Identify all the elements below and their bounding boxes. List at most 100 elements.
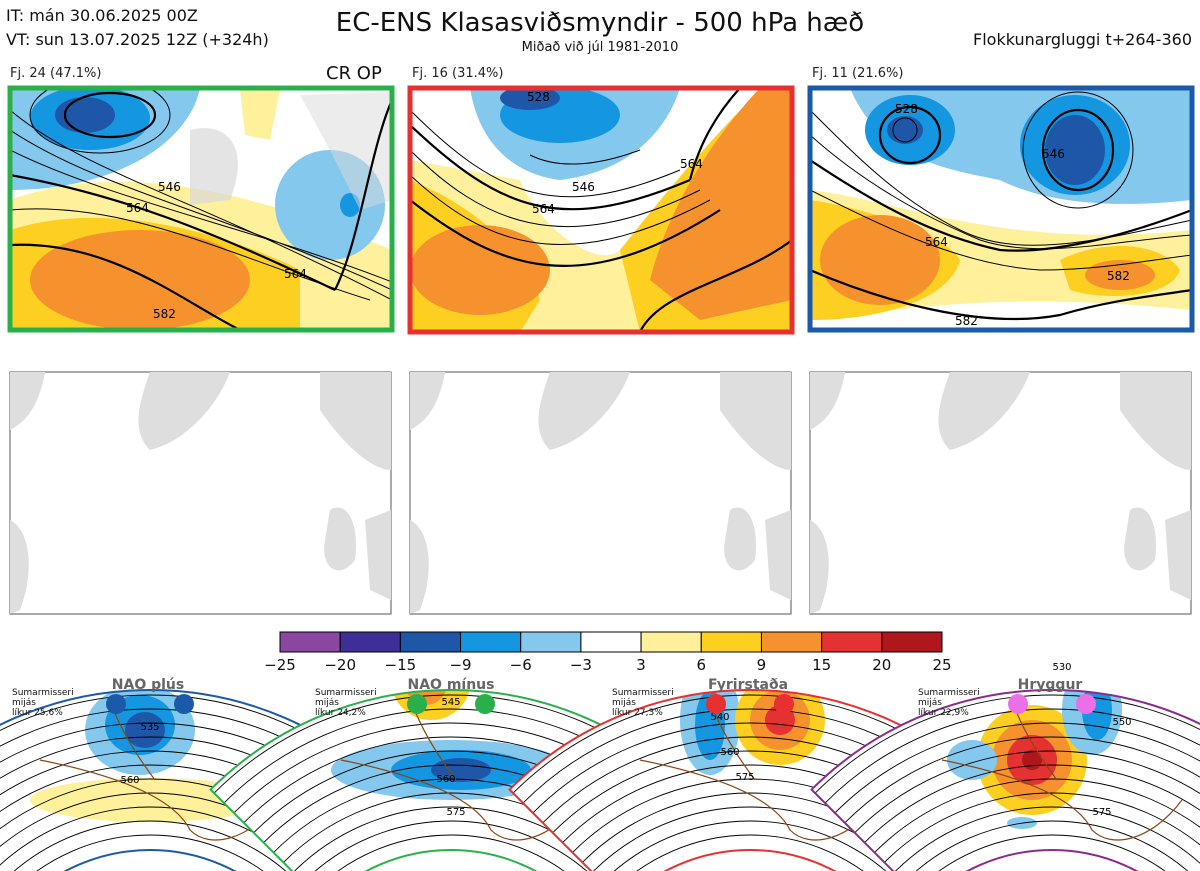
regime-contour-label: 545 [441, 697, 460, 708]
regime-4-info: Sumarmisseri mijás líkur 22,9% [918, 688, 980, 718]
cluster-2-map: 528 546 564 564 [410, 88, 792, 332]
cluster-1-contour-label: 582 [153, 307, 176, 321]
cluster-2-contour-label: 564 [532, 202, 555, 216]
cluster-2-contour-label: 546 [572, 180, 595, 194]
colorbar-swatch [399, 631, 462, 653]
page-subtitle: Miðað við júl 1981-2010 [521, 40, 679, 55]
regime-period: mijás [12, 698, 36, 708]
height-contour [874, 778, 1200, 853]
anomaly-patch [431, 758, 491, 782]
page-title: EC-ENS Klasasviðsmyndir - 500 hPa hæð [335, 8, 865, 38]
colorbar-tick-label: −9 [449, 656, 472, 674]
header-info: IT: mán 30.06.2025 00Z VT: sun 13.07.202… [6, 4, 269, 52]
cluster-3-contour-label: 582 [1107, 269, 1130, 283]
colorbar-swatch [760, 631, 823, 653]
height-contour [864, 764, 1200, 843]
coastline [941, 759, 1183, 841]
height-contour [913, 834, 1191, 871]
regime-dot [174, 694, 194, 714]
height-contour [903, 820, 1200, 871]
colorbar-swatch [279, 631, 341, 653]
height-contour [601, 820, 899, 871]
regime-dot [1076, 694, 1096, 714]
regime-contour-label: 575 [735, 772, 754, 783]
cluster-1-map: 546 564 564 582 [10, 88, 392, 330]
colorbar-swatch [881, 631, 943, 653]
regime-3-info: Sumarmisseri mijás líkur 27,3% [612, 688, 674, 718]
regime-contour-label: 535 [140, 722, 159, 733]
colorbar-tick-label: 25 [932, 656, 952, 674]
regime-season: Sumarmisseri [612, 688, 674, 698]
regime-dot [706, 694, 726, 714]
cluster-3-contour-label: 546 [1042, 147, 1065, 161]
cluster-2-frame [407, 85, 795, 335]
colorbar-swatch [640, 631, 702, 653]
regime-season: Sumarmisseri [315, 688, 377, 698]
cluster-1-label: Fj. 24 (47.1%) [10, 66, 102, 81]
regime-contour-label: 575 [1092, 807, 1111, 818]
regime-dot [475, 694, 495, 714]
cluster-3-frame [807, 85, 1195, 333]
regime-probability: líkur 24,2% [315, 708, 366, 718]
regime-probability: líkur 22,9% [918, 708, 969, 718]
regime-period: mijás [612, 698, 636, 708]
height-contour [834, 722, 1200, 814]
regime-4-name: Hryggur [1017, 677, 1083, 693]
empty-map-1 [9, 371, 392, 615]
coastline [39, 759, 281, 841]
anomaly-patch [1022, 750, 1042, 770]
init-time: IT: mán 30.06.2025 00Z [6, 6, 198, 25]
cluster-2-contour-label: 528 [527, 90, 550, 104]
colorbar-swatch [460, 631, 522, 653]
regime-3-name: Fyrirstaða [707, 677, 789, 693]
window-label: Flokkunargluggi t+264-360 [973, 30, 1192, 49]
height-contour [611, 834, 889, 871]
colorbar-tick-label: 6 [696, 656, 707, 674]
regime-contour-label: 530 [1052, 662, 1071, 673]
colorbar-swatch [520, 631, 582, 653]
anomaly-patch [125, 712, 165, 748]
regime-dot [106, 694, 126, 714]
height-contour [11, 834, 289, 871]
cluster-1-cr-op: CR OP [326, 63, 382, 84]
cluster-2-label: Fj. 16 (31.4%) [412, 66, 504, 81]
colorbar-tick-label: 3 [636, 656, 646, 674]
colorbar-swatch [821, 631, 883, 653]
cluster-3-contour-label: 564 [925, 235, 948, 249]
regime-frame [810, 689, 1200, 871]
empty-map-3 [809, 371, 1192, 615]
regime-1-name: NAO plús [111, 677, 185, 693]
coastline [639, 759, 881, 841]
regime-2-name: NAO mínus [407, 677, 495, 693]
regime-dot [774, 694, 794, 714]
regime-panels: 535 560 545 560 575 540 560 575 530 550 575 [0, 662, 1200, 871]
cluster-3-label: Fj. 11 (21.6%) [812, 66, 904, 81]
height-contour [302, 820, 600, 871]
colorbar-tick-label: −3 [569, 656, 592, 674]
regime-season: Sumarmisseri [12, 688, 74, 698]
colorbar-tick-label: −25 [264, 656, 296, 674]
height-contour [854, 750, 1200, 834]
regime-probability: líkur 25,6% [12, 708, 63, 718]
cluster-2-contour-label: 564 [680, 157, 703, 171]
colorbar-swatch [700, 631, 762, 653]
regime-contour-label: 540 [710, 712, 729, 723]
regime-contour-label: 560 [720, 747, 739, 758]
regime-probability: líkur 27,3% [612, 708, 663, 718]
cluster-3-contour-label: 582 [955, 314, 978, 328]
height-contour [884, 792, 1200, 863]
anomaly-patch [947, 740, 997, 780]
colorbar-tick-label: −6 [509, 656, 532, 674]
regime-season: Sumarmisseri [918, 688, 980, 698]
cluster-1-contour-label: 564 [284, 267, 307, 281]
colorbar-tick-label: 15 [812, 656, 832, 674]
height-contour [1, 820, 299, 871]
colorbar-tick-label: 20 [872, 656, 892, 674]
regime-period: mijás [315, 698, 339, 708]
regime-contour-label: 575 [446, 807, 465, 818]
height-contour [814, 694, 1200, 794]
coastline [340, 759, 582, 841]
height-contour [844, 736, 1200, 824]
regime-2-info: Sumarmisseri mijás líkur 24,2% [315, 688, 377, 718]
